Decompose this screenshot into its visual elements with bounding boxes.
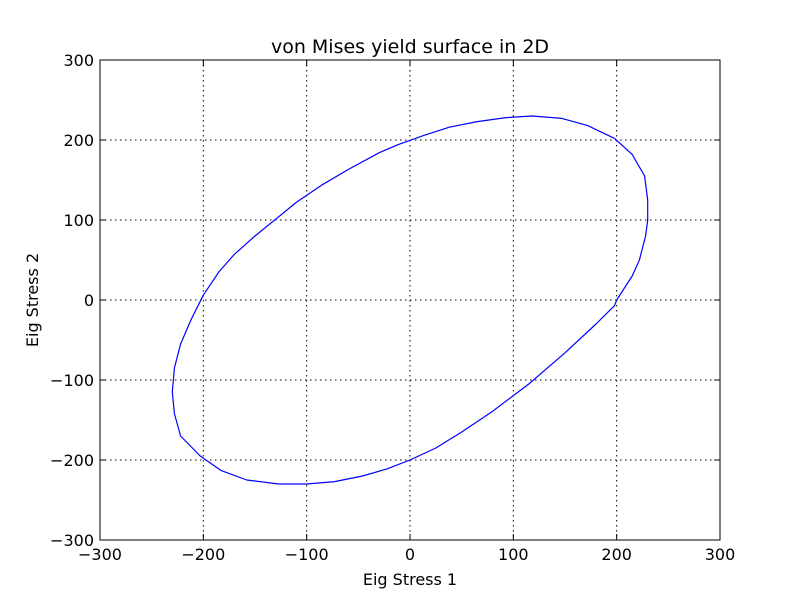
y-tick-label: −100 [50,371,94,390]
y-tick-label: 300 [63,51,94,70]
y-tick-label: 200 [63,131,94,150]
x-tick-label: −200 [181,545,225,564]
y-tick-label: 100 [63,211,94,230]
y-axis-label: Eig Stress 2 [23,253,42,347]
ticks [99,59,721,541]
chart-title: von Mises yield surface in 2D [271,36,549,58]
y-tick-label: 0 [84,291,94,310]
x-tick-label: 0 [405,545,415,564]
series-line-yield-surface [171,115,649,485]
y-tick-label: −300 [50,531,94,550]
x-tick-label: 200 [601,545,632,564]
x-tick-label: −300 [78,545,122,564]
y-tick-label: −200 [50,451,94,470]
x-tick-label: 100 [498,545,529,564]
x-axis-label: Eig Stress 1 [363,570,457,589]
data-layer [171,115,649,485]
x-tick-label: −100 [285,545,329,564]
tick-labels: −300 −200 −100 0 100 200 300 −300 −200 −100 0 100 20… [50,51,735,564]
x-tick-label: 300 [705,545,736,564]
